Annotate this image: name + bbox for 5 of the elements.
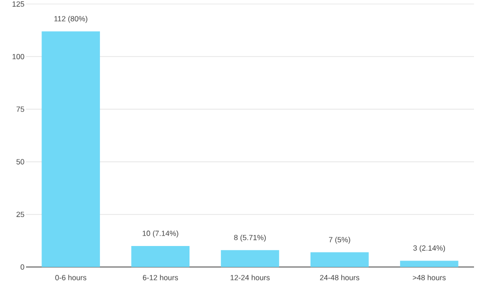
bar	[400, 260, 458, 267]
bar	[42, 31, 100, 267]
bar	[220, 250, 280, 267]
bar	[131, 246, 190, 267]
bar	[310, 252, 369, 267]
